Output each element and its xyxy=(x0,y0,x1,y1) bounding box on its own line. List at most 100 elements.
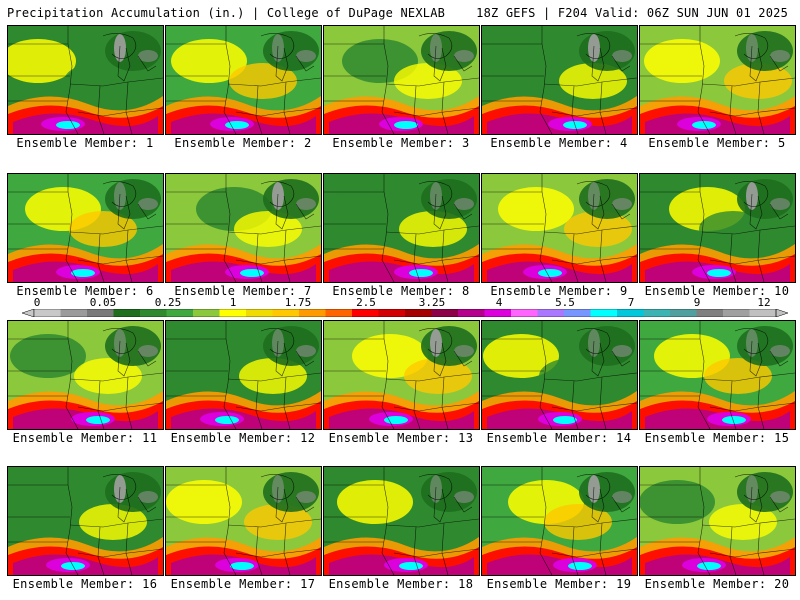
member-label: Ensemble Member: 4 xyxy=(490,136,628,150)
member-label: Ensemble Member: 1 xyxy=(16,136,154,150)
precip-map xyxy=(482,467,637,575)
map-panel xyxy=(323,466,480,576)
member-label: Ensemble Member: 3 xyxy=(332,136,470,150)
legend-swatch xyxy=(670,309,697,317)
legend-swatch xyxy=(166,309,194,317)
precip-map xyxy=(8,467,163,575)
legend-swatch xyxy=(590,309,618,317)
precip-map xyxy=(8,321,163,429)
legend-tick-label: 2.5 xyxy=(356,296,376,309)
legend-swatch xyxy=(378,309,406,317)
legend-swatch xyxy=(87,309,114,317)
legend-swatch xyxy=(325,309,353,317)
legend-swatch xyxy=(299,309,326,317)
legend-swatch xyxy=(564,309,591,317)
map-panel xyxy=(7,466,164,576)
precip-map xyxy=(324,26,479,134)
legend-tick-label: 9 xyxy=(693,296,701,309)
legend-swatch xyxy=(537,309,565,317)
legend-tick-label: 0.25 xyxy=(154,296,182,309)
precip-map xyxy=(640,174,795,282)
member-label: Ensemble Member: 18 xyxy=(328,577,474,591)
map-panel xyxy=(481,173,638,283)
member-label: Ensemble Member: 6 xyxy=(16,284,154,298)
precip-map xyxy=(166,321,321,429)
member-label: Ensemble Member: 16 xyxy=(12,577,158,591)
precip-map xyxy=(8,26,163,134)
legend-swatch xyxy=(617,309,644,317)
legend-swatch xyxy=(749,309,777,317)
legend-swatch xyxy=(352,309,379,317)
map-panel xyxy=(639,25,796,135)
member-label: Ensemble Member: 9 xyxy=(490,284,628,298)
member-label: Ensemble Member: 17 xyxy=(170,577,316,591)
precip-map xyxy=(166,467,321,575)
precip-map xyxy=(8,174,163,282)
member-label: Ensemble Member: 14 xyxy=(486,431,632,445)
precip-map xyxy=(482,26,637,134)
legend-swatch xyxy=(458,309,485,317)
map-panel xyxy=(323,320,480,430)
map-panel xyxy=(165,25,322,135)
legend-swatch xyxy=(405,309,432,317)
legend-tick-label: 3.25 xyxy=(418,296,446,309)
legend-arrow-right xyxy=(775,309,788,317)
legend-tick-label: 4 xyxy=(495,296,503,309)
map-panel xyxy=(165,173,322,283)
legend-swatch xyxy=(113,309,141,317)
legend-swatch xyxy=(193,309,220,317)
member-label: Ensemble Member: 11 xyxy=(12,431,158,445)
legend-tick-label: 12 xyxy=(757,296,771,309)
precip-map xyxy=(324,174,479,282)
legend-tick-label: 5.5 xyxy=(555,296,575,309)
legend-swatch xyxy=(643,309,671,317)
map-panel xyxy=(481,320,638,430)
legend-tick-label: 0.05 xyxy=(89,296,117,309)
precip-legend: 0 0.05 0.25 1 1.75 2.5 3.25 4 5.5 7 9 12 xyxy=(0,296,800,320)
map-panel xyxy=(323,173,480,283)
member-label: Ensemble Member: 2 xyxy=(174,136,312,150)
precip-map xyxy=(640,321,795,429)
precip-map xyxy=(640,467,795,575)
legend-tick-label: 0 xyxy=(33,296,41,309)
legend-swatch xyxy=(60,309,88,317)
precip-map xyxy=(166,174,321,282)
member-label: Ensemble Member: 20 xyxy=(644,577,790,591)
legend-tick-label: 1 xyxy=(229,296,237,309)
legend-swatch xyxy=(723,309,750,317)
legend-swatch xyxy=(431,309,459,317)
run-info: 18Z GEFS | F204 Valid: 06Z SUN JUN 01 20… xyxy=(476,6,788,20)
member-label: Ensemble Member: 12 xyxy=(170,431,316,445)
map-panel xyxy=(165,320,322,430)
member-label: Ensemble Member: 15 xyxy=(644,431,790,445)
map-panel xyxy=(639,466,796,576)
legend-arrow-left xyxy=(22,309,35,317)
map-panel xyxy=(7,25,164,135)
map-panel xyxy=(481,25,638,135)
member-label: Ensemble Member: 7 xyxy=(174,284,312,298)
precip-map xyxy=(324,467,479,575)
map-panel xyxy=(639,320,796,430)
legend-color-bar xyxy=(22,309,788,317)
chart-title: Precipitation Accumulation (in.) | Colle… xyxy=(7,6,446,20)
member-label: Ensemble Member: 10 xyxy=(644,284,790,298)
precip-map xyxy=(640,26,795,134)
precip-map xyxy=(324,321,479,429)
precip-map xyxy=(482,321,637,429)
member-label: Ensemble Member: 13 xyxy=(328,431,474,445)
precip-map xyxy=(166,26,321,134)
legend-swatch xyxy=(484,309,512,317)
member-label: Ensemble Member: 8 xyxy=(332,284,470,298)
member-label: Ensemble Member: 5 xyxy=(648,136,786,150)
legend-tick-label: 1.75 xyxy=(284,296,312,309)
legend-swatch xyxy=(34,309,61,317)
legend-swatch xyxy=(272,309,300,317)
legend-swatch xyxy=(219,309,247,317)
map-panel xyxy=(165,466,322,576)
legend-tick-label: 7 xyxy=(627,296,635,309)
legend-swatch xyxy=(696,309,724,317)
map-panel xyxy=(323,25,480,135)
legend-swatch xyxy=(140,309,167,317)
map-panel xyxy=(7,320,164,430)
map-panel xyxy=(7,173,164,283)
